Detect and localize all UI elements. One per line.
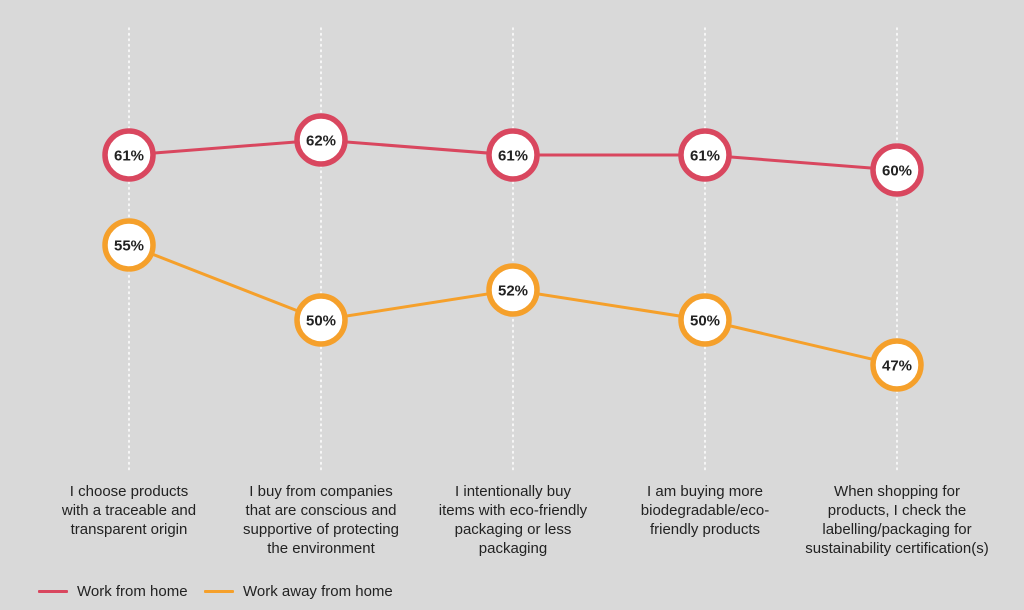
data-label-work-away-from-home-0: 55% bbox=[114, 238, 144, 255]
data-point-work-from-home-2 bbox=[486, 128, 540, 182]
category-label-0: I choose products with a traceable and tra… bbox=[29, 482, 229, 539]
category-label-0-line-0: I choose products bbox=[69, 483, 189, 500]
category-label-3-line-0: I am buying more bbox=[647, 483, 763, 500]
legend-label-work-away-from-home: Work away from home bbox=[243, 583, 393, 600]
data-point-work-away-from-home-1 bbox=[294, 293, 348, 347]
data-point-work-away-from-home-3 bbox=[678, 293, 732, 347]
data-point-work-away-from-home-0 bbox=[102, 218, 156, 272]
category-label-2: I intentionally buy items with eco-friend… bbox=[413, 482, 613, 558]
data-point-work-away-from-home-4 bbox=[870, 338, 924, 392]
category-label-3: I am buying more biodegradable/eco-friend… bbox=[605, 482, 805, 539]
category-label-2-line-3: packaging bbox=[478, 540, 548, 557]
data-point-work-from-home-1 bbox=[294, 113, 348, 167]
category-label-3-line-1: biodegradable/eco- bbox=[640, 502, 770, 519]
category-label-1: I buy from companies that are conscious a… bbox=[221, 482, 421, 558]
data-label-work-away-from-home-1: 50% bbox=[306, 313, 336, 330]
legend-item-work-away-from-home: Work away from home bbox=[204, 583, 393, 600]
data-label-work-from-home-1: 62% bbox=[306, 133, 336, 150]
category-label-4-line-1: products, I check the bbox=[827, 502, 967, 519]
data-label-work-from-home-2: 61% bbox=[498, 148, 528, 165]
category-label-4-line-2: labelling/packaging for bbox=[822, 521, 972, 538]
data-label-work-away-from-home-4: 47% bbox=[882, 358, 912, 375]
category-label-1-line-2: supportive of protecting bbox=[243, 521, 399, 538]
legend-label-work-from-home: Work from home bbox=[77, 583, 188, 600]
category-label-2-line-2: packaging or less bbox=[454, 521, 572, 538]
category-label-4: When shopping for products, I check the la… bbox=[797, 482, 997, 558]
category-label-2-line-1: items with eco-friendly bbox=[438, 502, 588, 519]
data-label-work-from-home-3: 61% bbox=[690, 148, 720, 165]
category-label-1-line-3: the environment bbox=[267, 540, 375, 557]
legend-item-work-from-home: Work from home bbox=[38, 583, 188, 600]
data-point-work-from-home-0 bbox=[102, 128, 156, 182]
category-label-3-line-2: friendly products bbox=[649, 521, 761, 538]
category-label-4-line-3: sustainability certification(s) bbox=[805, 540, 989, 557]
data-label-work-away-from-home-2: 52% bbox=[498, 283, 528, 300]
data-label-work-from-home-0: 61% bbox=[114, 148, 144, 165]
data-point-work-from-home-4 bbox=[870, 143, 924, 197]
legend-swatch-work-from-home bbox=[38, 590, 68, 593]
category-label-1-line-1: that are conscious and bbox=[245, 502, 397, 519]
data-label-work-away-from-home-3: 50% bbox=[690, 313, 720, 330]
data-point-work-from-home-3 bbox=[678, 128, 732, 182]
legend-swatch-work-away-from-home bbox=[204, 590, 234, 593]
category-label-1-line-0: I buy from companies bbox=[249, 483, 393, 500]
category-label-2-line-0: I intentionally buy bbox=[455, 483, 571, 500]
category-label-0-line-1: with a traceable and bbox=[61, 502, 197, 519]
category-label-4-line-0: When shopping for bbox=[834, 483, 960, 500]
data-label-work-from-home-4: 60% bbox=[882, 163, 912, 180]
data-point-work-away-from-home-2 bbox=[486, 263, 540, 317]
category-label-0-line-2: transparent origin bbox=[70, 521, 188, 538]
category-gridlines bbox=[128, 27, 898, 473]
series-points: 61% 62% 61% 61% 60% 55% 50% 52% 50% 47% bbox=[102, 113, 924, 392]
